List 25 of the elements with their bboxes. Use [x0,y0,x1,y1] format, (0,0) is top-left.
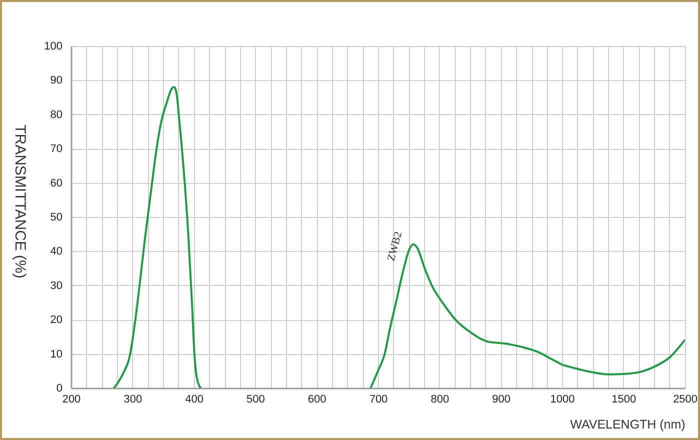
y-axis-title: TRANSMITTANCE (%) [12,124,28,278]
y-tick-label: 30 [50,280,62,292]
text: ZWB2 [385,230,405,262]
y-tick-label: 80 [50,108,62,121]
y-tick-label: 50 [50,212,62,224]
x-tick-label: 1500 [612,393,636,406]
y-tick-label: 100 [44,40,62,53]
x-tick-label: 400 [185,393,204,406]
y-tick-label: 90 [50,74,62,87]
y-tick-label: 70 [50,143,62,156]
y-tick-label: 10 [50,348,62,360]
y-tick-label: 20 [50,314,62,326]
x-axis-title: WAVELENGTH (nm) [570,417,686,432]
y-tick-label: 60 [50,177,62,190]
y-tick-label: 0 [56,382,62,394]
x-tick-label: 500 [246,393,265,406]
x-tick-label: 2500 [673,393,698,406]
y-tick-label: 40 [50,246,62,258]
x-tick-label: 300 [124,393,142,406]
x-tick-label: 600 [308,393,326,406]
x-tick-label: 200 [62,393,81,406]
x-tick-label: 1000 [550,393,575,406]
x-tick-label: 900 [492,393,510,406]
x-tick-label: 700 [369,393,388,406]
x-tick-label: 800 [430,393,450,406]
